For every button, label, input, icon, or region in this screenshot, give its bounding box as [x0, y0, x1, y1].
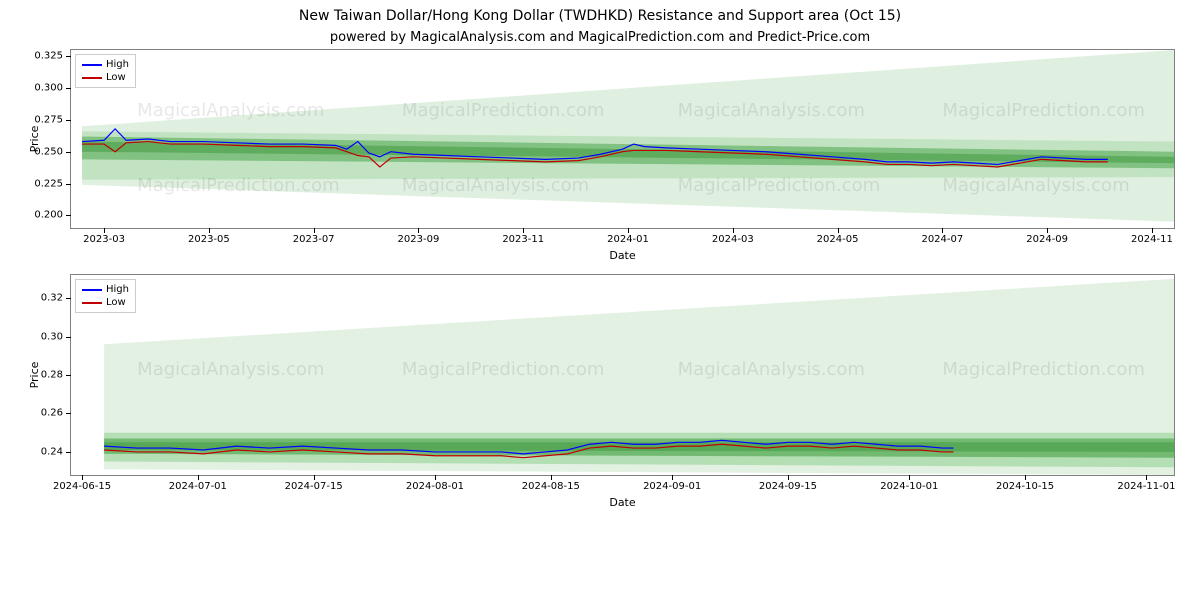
ytick-mark — [66, 215, 71, 216]
xtick-mark — [628, 228, 629, 233]
ytick-mark — [66, 452, 71, 453]
xtick-mark — [1146, 475, 1147, 480]
legend-item: High — [82, 58, 129, 71]
xtick-mark — [909, 475, 910, 480]
chart-2-plot: HighLow Price 0.240.260.280.300.322024-0… — [70, 274, 1175, 476]
ytick-mark — [66, 413, 71, 414]
chart-1-svg — [71, 50, 1174, 228]
xtick-mark — [314, 228, 315, 233]
chart-2-wrap: HighLow Price 0.240.260.280.300.322024-0… — [70, 274, 1175, 509]
legend-item: Low — [82, 296, 129, 309]
legend-color-swatch — [82, 302, 102, 304]
xtick-mark — [551, 475, 552, 480]
chart-1-plot: HighLow Price 0.2000.2250.2500.2750.3000… — [70, 49, 1175, 229]
chart-2-ylabel: Price — [28, 362, 41, 389]
xtick-mark — [672, 475, 673, 480]
xtick-mark — [198, 475, 199, 480]
legend-color-swatch — [82, 77, 102, 79]
chart-2-svg — [71, 275, 1174, 475]
legend-label: High — [106, 59, 129, 70]
legend-color-swatch — [82, 64, 102, 66]
chart-2-legend: High Low — [75, 279, 136, 313]
xtick-mark — [104, 228, 105, 233]
ytick-mark — [66, 88, 71, 89]
legend-label: High — [106, 284, 129, 295]
xtick-mark — [435, 475, 436, 480]
xtick-mark — [209, 228, 210, 233]
ytick-mark — [66, 298, 71, 299]
legend-label: Low — [106, 297, 126, 308]
chart-subtitle: powered by MagicalAnalysis.com and Magic… — [0, 24, 1200, 49]
chart-1-legend: High Low — [75, 54, 136, 88]
chart-2-xlabel: Date — [70, 494, 1175, 509]
ytick-mark — [66, 184, 71, 185]
xtick-mark — [788, 475, 789, 480]
legend-label: Low — [106, 72, 126, 83]
ytick-mark — [66, 152, 71, 153]
legend-item: Low — [82, 71, 129, 84]
xtick-mark — [418, 228, 419, 233]
xtick-mark — [82, 475, 83, 480]
xtick-mark — [838, 228, 839, 233]
xtick-mark — [733, 228, 734, 233]
ytick-mark — [66, 120, 71, 121]
chart-main-title: New Taiwan Dollar/Hong Kong Dollar (TWDH… — [0, 0, 1200, 24]
chart-1-xlabel: Date — [70, 247, 1175, 262]
xtick-mark — [1047, 228, 1048, 233]
xtick-mark — [1152, 228, 1153, 233]
xtick-mark — [1025, 475, 1026, 480]
ytick-mark — [66, 375, 71, 376]
xtick-mark — [942, 228, 943, 233]
legend-item: High — [82, 283, 129, 296]
ytick-mark — [66, 56, 71, 57]
legend-color-swatch — [82, 289, 102, 291]
chart-1-wrap: HighLow Price 0.2000.2250.2500.2750.3000… — [70, 49, 1175, 262]
xtick-mark — [314, 475, 315, 480]
ytick-mark — [66, 337, 71, 338]
xtick-mark — [523, 228, 524, 233]
